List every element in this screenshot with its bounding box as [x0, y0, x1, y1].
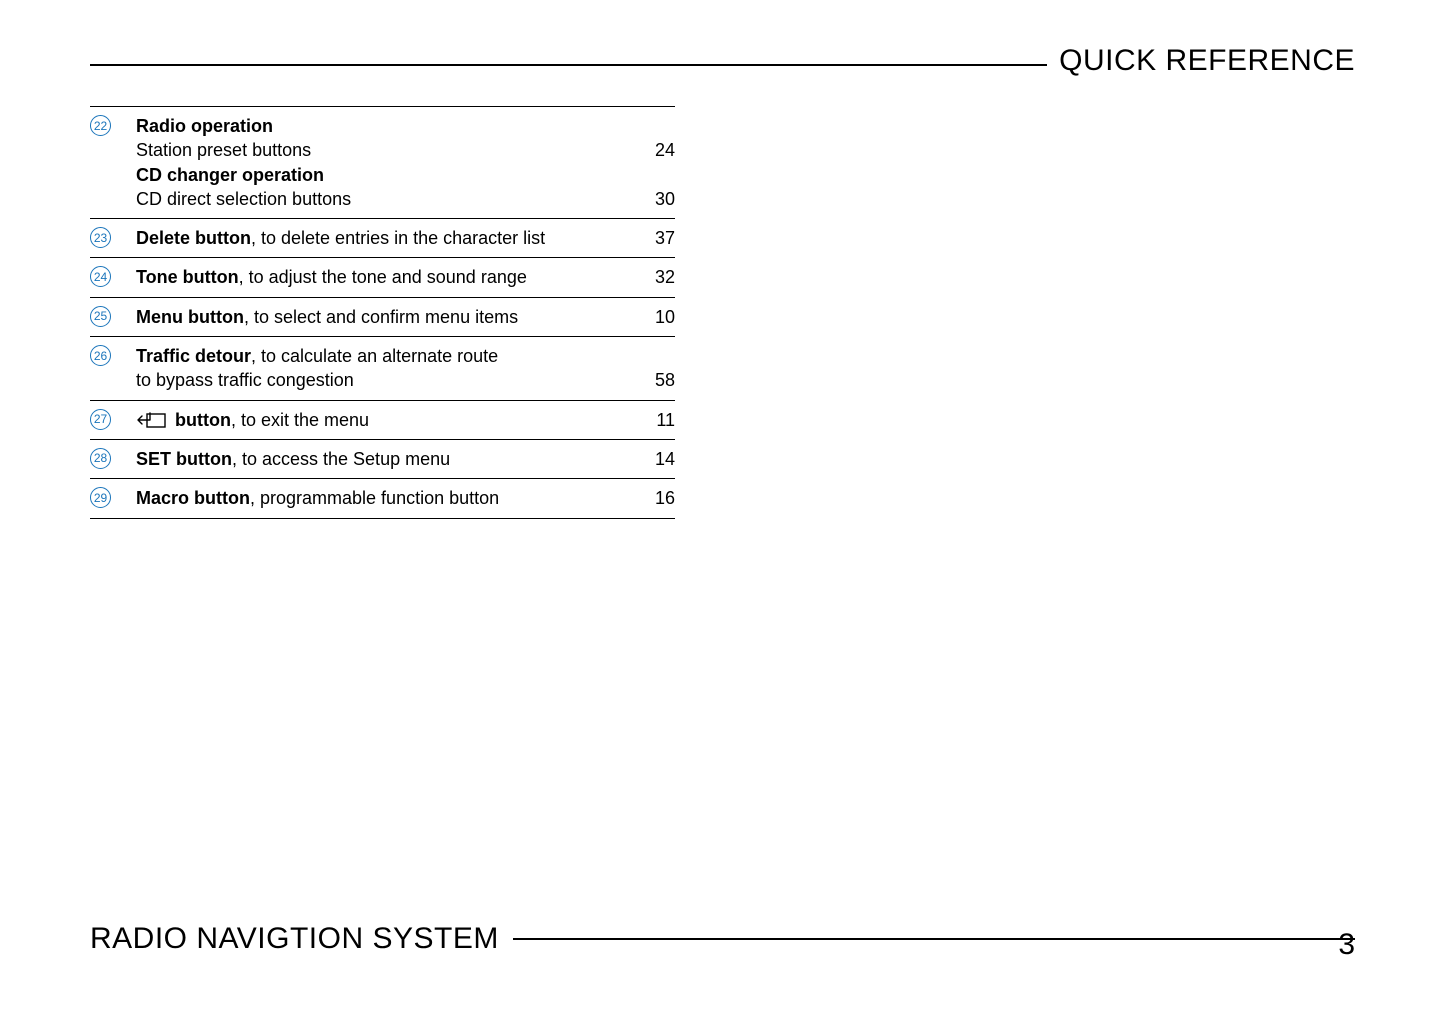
entry-number-col: 25	[90, 305, 136, 327]
entry-line: Macro button, programmable function butt…	[136, 486, 675, 510]
entry-plain-text: Station preset buttons	[136, 140, 311, 160]
entry-line: to bypass traffic congestion 58	[136, 368, 675, 392]
entry-bold-text: Traffic detour	[136, 346, 251, 366]
reference-entry: 23 Delete button, to delete entries in th…	[90, 219, 675, 257]
entry-text: Tone button, to adjust the tone and soun…	[136, 265, 655, 289]
entry-number-col: 29	[90, 486, 136, 508]
entry-bold-text: Macro button	[136, 488, 250, 508]
entry-number-bubble: 25	[90, 306, 111, 327]
entry-number-bubble: 23	[90, 227, 111, 248]
entry-line: Station preset buttons 24	[136, 138, 675, 162]
entry-content: Radio operation Station preset buttons 24 C…	[136, 114, 675, 211]
exit-icon	[136, 410, 166, 428]
entry-number-bubble: 29	[90, 487, 111, 508]
entry-number-bubble: 27	[90, 409, 111, 430]
entry-number-bubble: 26	[90, 345, 111, 366]
entry-plain-text: CD direct selection buttons	[136, 189, 351, 209]
reference-entry: 24 Tone button, to adjust the tone and so…	[90, 258, 675, 296]
entry-line: Menu button, to select and confirm menu …	[136, 305, 675, 329]
entry-number-col: 22	[90, 114, 136, 136]
entry-text: Menu button, to select and confirm menu …	[136, 305, 655, 329]
entry-plain-text: , to select and confirm menu items	[244, 307, 518, 327]
entry-line: SET button, to access the Setup menu14	[136, 447, 675, 471]
page-number: 3	[1338, 928, 1355, 962]
entry-line: CD direct selection buttons 30	[136, 187, 675, 211]
entry-line: Delete button, to delete entries in the …	[136, 226, 675, 250]
footer-rule	[513, 938, 1355, 940]
reference-entry: 25 Menu button, to select and confirm men…	[90, 298, 675, 336]
entry-page-number: 14	[655, 447, 675, 471]
entry-bold-text: SET button	[136, 449, 232, 469]
reference-entry: 27 button, to exit the menu11	[90, 401, 675, 439]
entry-text: CD direct selection buttons	[136, 187, 655, 211]
entry-text: CD changer operation	[136, 163, 675, 187]
entry-number-col: 28	[90, 447, 136, 469]
entry-page-number: 32	[655, 265, 675, 289]
entry-number-bubble: 22	[90, 115, 111, 136]
entry-number-col: 24	[90, 265, 136, 287]
entry-divider	[90, 518, 675, 519]
entry-plain-text: to bypass traffic congestion	[136, 370, 354, 390]
entry-plain-text: , to access the Setup menu	[232, 449, 450, 469]
entry-number-bubble: 24	[90, 266, 111, 287]
entry-page-number: 24	[655, 138, 675, 162]
entry-number-col: 23	[90, 226, 136, 248]
entry-text: Radio operation	[136, 114, 675, 138]
page: QUICK REFERENCE 22Radio operationStation…	[0, 0, 1445, 1018]
entry-page-number: 37	[655, 226, 675, 250]
entry-text: Delete button, to delete entries in the …	[136, 226, 655, 250]
entry-bold-text: Delete button	[136, 228, 251, 248]
header-title: QUICK REFERENCE	[1047, 44, 1355, 78]
reference-list: 22 Radio operation Station preset buttons 2…	[90, 106, 675, 519]
entry-bold-text: Menu button	[136, 307, 244, 327]
entry-line: button, to exit the menu11	[136, 408, 675, 432]
entry-number-col: 27	[90, 408, 136, 430]
entry-content: SET button, to access the Setup menu14	[136, 447, 675, 471]
entry-content: Menu button, to select and confirm menu …	[136, 305, 675, 329]
entry-plain-text: , to adjust the tone and sound range	[239, 267, 527, 287]
entry-line: CD changer operation	[136, 163, 675, 187]
reference-entry: 29 Macro button, programmable function bu…	[90, 479, 675, 517]
entry-plain-text: , to delete entries in the character lis…	[251, 228, 545, 248]
entry-bold-text: Tone button	[136, 267, 239, 287]
page-header: QUICK REFERENCE	[90, 50, 1355, 66]
reference-entry: 26 Traffic detour, to calculate an altern…	[90, 337, 675, 400]
entry-content: Tone button, to adjust the tone and soun…	[136, 265, 675, 289]
entry-line: Traffic detour, to calculate an alternat…	[136, 344, 675, 368]
entry-page-number: 58	[655, 368, 675, 392]
entry-text: to bypass traffic congestion	[136, 368, 655, 392]
entry-content: Macro button, programmable function butt…	[136, 486, 675, 510]
entry-content: button, to exit the menu11	[136, 408, 675, 432]
reference-entry: 28SET button, to access the Setup menu14	[90, 440, 675, 478]
entry-plain-text: , to exit the menu	[231, 410, 369, 430]
footer-title: RADIO NAVIGTION SYSTEM	[90, 922, 513, 956]
entry-plain-text: , programmable function button	[250, 488, 499, 508]
entry-bold-text: CD changer operation	[136, 165, 324, 185]
entry-number-col: 26	[90, 344, 136, 366]
entry-page-number: 10	[655, 305, 675, 329]
entry-text: Traffic detour, to calculate an alternat…	[136, 344, 675, 368]
entry-page-number: 11	[656, 408, 675, 432]
entry-page-number: 30	[655, 187, 675, 211]
entry-line: Tone button, to adjust the tone and soun…	[136, 265, 675, 289]
entry-text: Macro button, programmable function butt…	[136, 486, 655, 510]
reference-entry: 22 Radio operation Station preset buttons 2…	[90, 107, 675, 218]
entry-bold-text: Radio operation	[136, 116, 273, 136]
page-footer: RADIO NAVIGTION SYSTEM	[90, 922, 1355, 956]
entry-text: button, to exit the menu	[136, 408, 656, 432]
entry-content: Delete button, to delete entries in the …	[136, 226, 675, 250]
entry-plain-text: , to calculate an alternate route	[251, 346, 498, 366]
entry-line: Radio operation	[136, 114, 675, 138]
entry-content: Traffic detour, to calculate an alternat…	[136, 344, 675, 393]
entry-bold-text: button	[170, 410, 231, 430]
entry-text: Station preset buttons	[136, 138, 655, 162]
entry-page-number: 16	[655, 486, 675, 510]
entry-number-bubble: 28	[90, 448, 111, 469]
entry-text: SET button, to access the Setup menu	[136, 447, 655, 471]
